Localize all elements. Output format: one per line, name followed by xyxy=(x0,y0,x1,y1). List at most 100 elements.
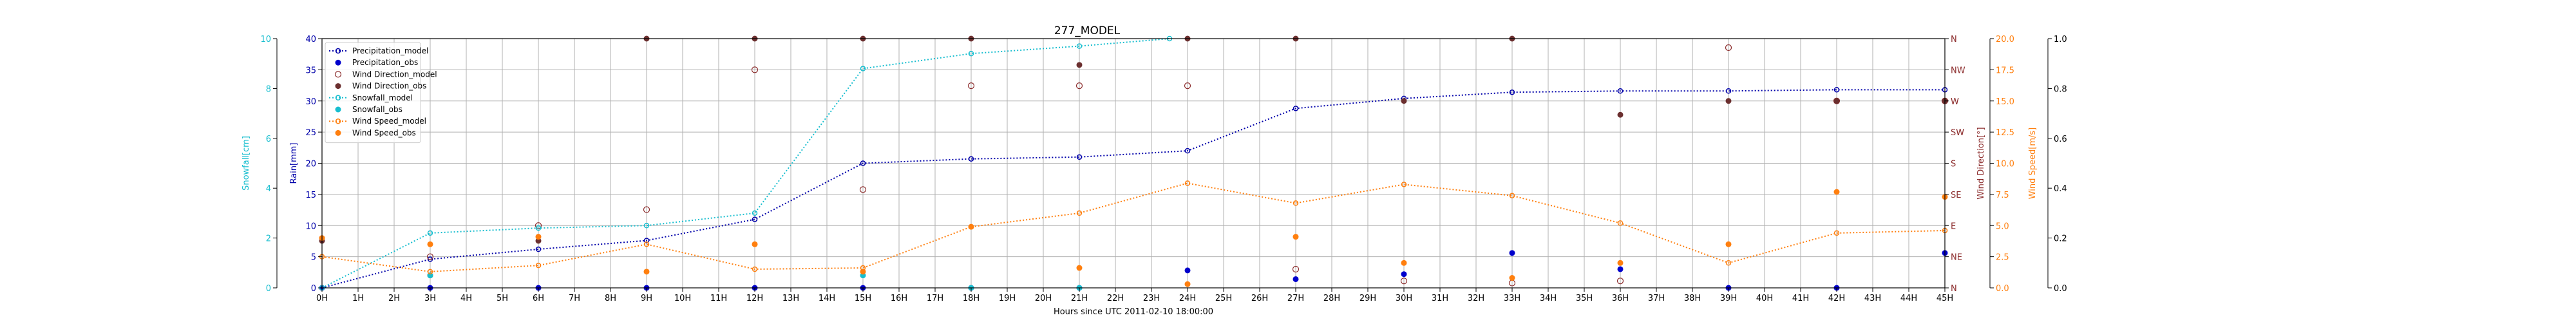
x-tick-label: 40H xyxy=(1756,294,1773,303)
snowfall-tick-label: 0 xyxy=(266,284,271,294)
x-tick-label: 22H xyxy=(1107,294,1124,303)
data-point xyxy=(1509,89,1515,95)
legend-label: Snowfall_obs xyxy=(352,105,402,114)
wind_direction-tick-label: E xyxy=(1951,222,1956,231)
data-point xyxy=(860,160,866,166)
data-point xyxy=(1293,276,1299,282)
legend-item: Snowfall_model xyxy=(329,93,413,102)
wind_direction-tick-label: NE xyxy=(1951,253,1962,263)
series-precipitation-model xyxy=(319,87,1948,291)
wind_speed-tick-label: 7.5 xyxy=(1996,191,2009,200)
legend-marker xyxy=(335,83,341,90)
x-tick-label: 41H xyxy=(1792,294,1809,303)
x-tick-label: 29H xyxy=(1359,294,1376,303)
data-point xyxy=(1617,260,1624,266)
series-precipitation-obs xyxy=(319,250,1948,291)
x-tick-label: 43H xyxy=(1864,294,1881,303)
x-tick-label: 28H xyxy=(1323,294,1340,303)
legend-box xyxy=(325,42,421,144)
rain-tick-label: 5 xyxy=(311,253,316,263)
x-tick-label: 23H xyxy=(1143,294,1160,303)
data-point xyxy=(752,266,758,272)
data-point xyxy=(1184,82,1191,90)
data-point xyxy=(968,156,974,162)
x-tick-label: 33H xyxy=(1504,294,1520,303)
x-tick-label: 9H xyxy=(641,294,652,303)
legend-marker xyxy=(335,48,341,54)
x-tick-label: 15H xyxy=(855,294,871,303)
rain-axis-label: Rain[mm] xyxy=(289,142,299,184)
legend-marker xyxy=(334,71,342,78)
x-tick-label: 32H xyxy=(1468,294,1484,303)
data-point xyxy=(1184,147,1191,154)
x-tick-label: 37H xyxy=(1648,294,1665,303)
snowfall-tick-label: 6 xyxy=(266,135,271,144)
extra-tick-label: 0.4 xyxy=(2054,184,2067,194)
data-point xyxy=(1617,266,1624,272)
x-tick-label: 25H xyxy=(1215,294,1232,303)
data-point xyxy=(860,269,866,275)
wind_speed-axis-label: Wind Speed[m/s] xyxy=(2028,128,2038,200)
data-point xyxy=(1076,210,1083,216)
data-point xyxy=(1293,234,1299,240)
rain-tick-label: 0 xyxy=(311,284,316,294)
data-point xyxy=(427,241,433,247)
rain-tick-label: 25 xyxy=(305,128,316,138)
series-line xyxy=(321,38,1170,289)
data-point xyxy=(1617,111,1624,118)
wind_direction-tick-label: S xyxy=(1951,160,1956,169)
legend-item: Wind Speed_model xyxy=(329,117,426,126)
x-tick-label: 11H xyxy=(710,294,727,303)
series-line xyxy=(321,89,1945,289)
legend-label: Wind Speed_obs xyxy=(352,128,416,137)
data-point xyxy=(535,246,542,252)
data-point xyxy=(643,242,650,247)
data-point xyxy=(751,66,759,73)
wind_speed-tick-label: 5.0 xyxy=(1996,222,2009,231)
data-point xyxy=(1401,260,1407,266)
snowfall-tick-label: 2 xyxy=(266,234,271,244)
x-tick-label: 6H xyxy=(533,294,544,303)
legend-marker xyxy=(335,59,341,66)
snowfall-tick-label: 8 xyxy=(266,84,271,94)
legend-item: Wind Direction_model xyxy=(334,70,437,79)
snowfall-axis: 0 2 4 6 8 10 Snowfall[cm] xyxy=(242,35,278,294)
rain-tick-label: 40 xyxy=(305,35,316,44)
x-tick-label: 2H xyxy=(388,294,400,303)
x-tick-label: 38H xyxy=(1684,294,1701,303)
data-point xyxy=(1833,189,1840,195)
wind_speed-tick-label: 20.0 xyxy=(1996,35,2014,44)
data-point xyxy=(1833,87,1840,93)
x-tick-label: 30H xyxy=(1396,294,1412,303)
wind_direction-axis-label: Wind Direction[°] xyxy=(1976,127,1986,199)
data-point xyxy=(1725,98,1732,104)
data-point xyxy=(643,223,650,229)
data-point xyxy=(1616,278,1624,285)
legend-item: Precipitation_obs xyxy=(335,58,418,67)
data-point xyxy=(1401,271,1407,278)
x-tick-label: 4H xyxy=(460,294,472,303)
wind-speed-axis: 0.0 2.5 5.0 7.5 10.0 12.5 15.0 17.5 20.0 Wind Spe… xyxy=(1989,35,2038,294)
data-point xyxy=(535,262,542,269)
data-point xyxy=(967,82,975,90)
data-point xyxy=(535,234,542,240)
data-point xyxy=(1401,182,1407,187)
grid xyxy=(321,38,1946,289)
legend-label: Snowfall_model xyxy=(352,93,413,102)
legend-label: Wind Direction_model xyxy=(352,70,437,79)
wind_speed-tick-label: 10.0 xyxy=(1996,160,2014,169)
x-tick-label: 42H xyxy=(1828,294,1845,303)
x-tick-label: 39H xyxy=(1720,294,1737,303)
snowfall-tick-label: 4 xyxy=(266,184,271,194)
data-point xyxy=(643,269,650,275)
data-point xyxy=(1833,98,1840,104)
extra-axis: 0.0 0.2 0.4 0.6 0.8 1.0 xyxy=(2047,35,2067,294)
x-tick-label: 13H xyxy=(782,294,799,303)
data-point xyxy=(1184,281,1191,287)
data-point xyxy=(752,210,758,216)
x-tick-label: 35H xyxy=(1576,294,1593,303)
x-tick-label: 0H xyxy=(316,294,328,303)
extra-tick-label: 0.0 xyxy=(2054,284,2067,294)
rain-axis: 0 5 10 15 20 25 30 35 40 Rain[mm] xyxy=(289,35,323,294)
wind_speed-tick-label: 12.5 xyxy=(1996,128,2014,138)
